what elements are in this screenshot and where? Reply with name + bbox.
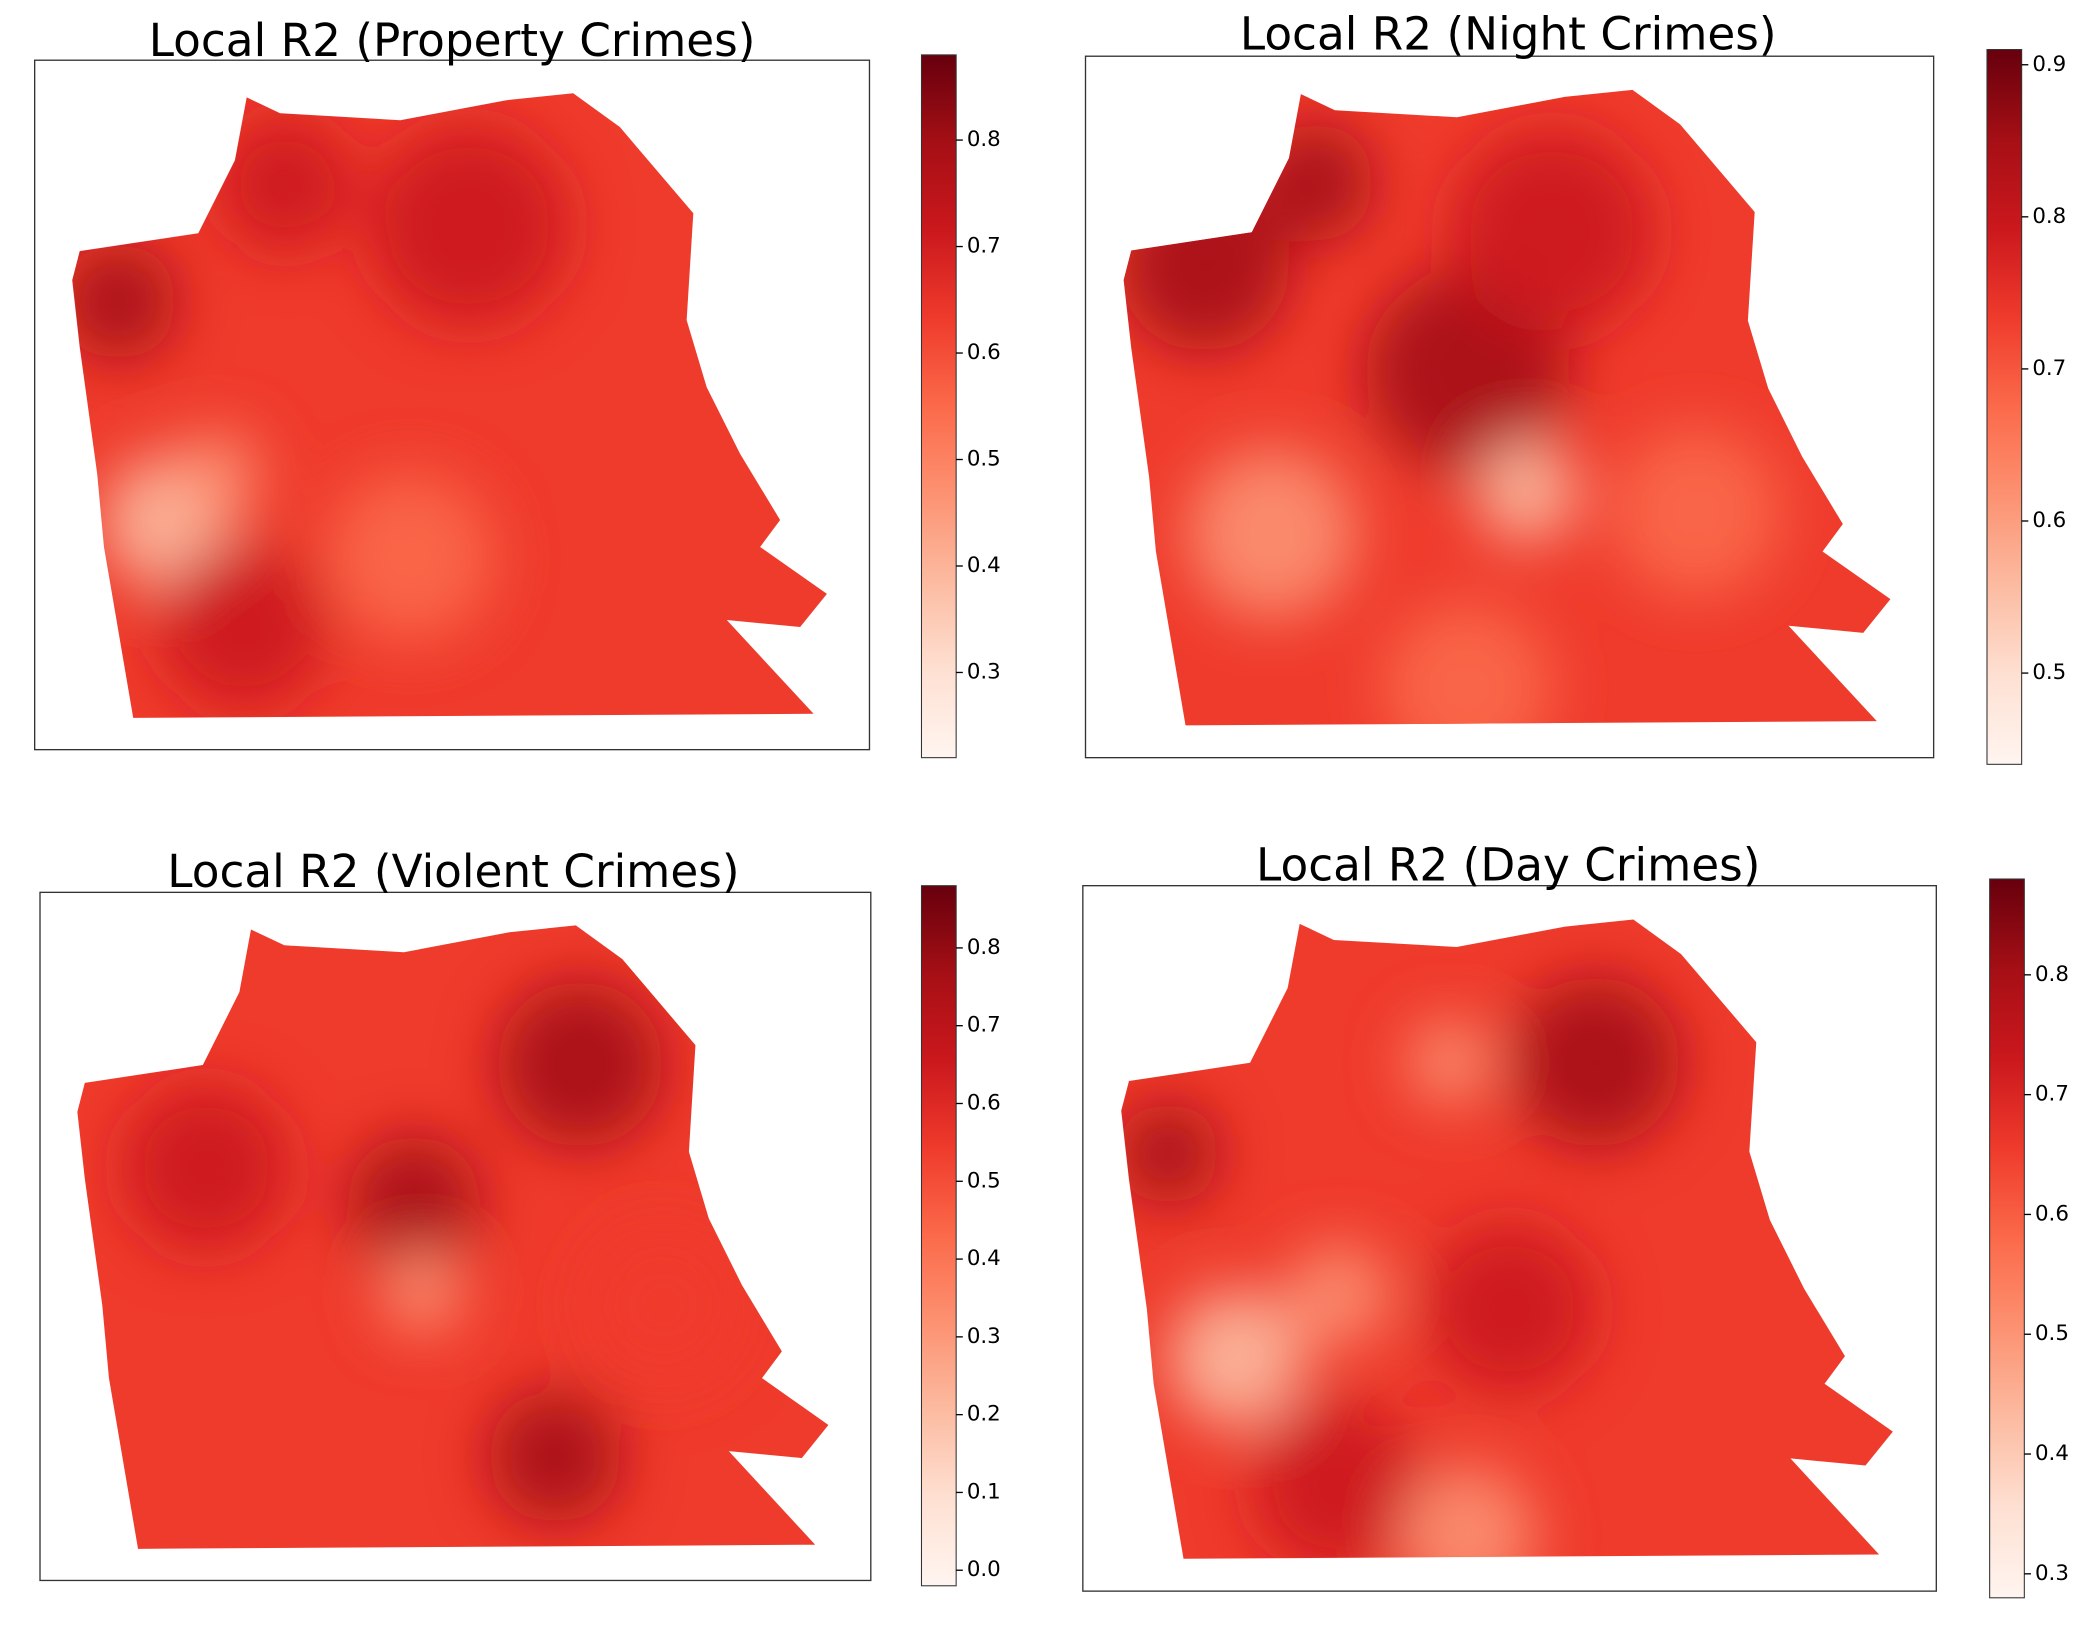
- colorbar-tick-label: 0.3: [967, 659, 1001, 684]
- map-title: Local R2 (Violent Crimes): [167, 845, 739, 898]
- colorbar-tick-label: 0.5: [967, 1168, 1001, 1193]
- colorbar-tick-label: 0.6: [2035, 1201, 2069, 1226]
- surface-blob: [368, 125, 569, 326]
- map-title: Local R2 (Day Crimes): [1256, 838, 1760, 891]
- surface-blob: [1168, 1290, 1305, 1427]
- colorbar-tick-label: 0.6: [967, 340, 1001, 365]
- map-title: Local R2 (Night Crimes): [1240, 8, 1777, 61]
- surface-blob: [1407, 1019, 1493, 1105]
- colorbar-tick-label: 0.4: [967, 1246, 1001, 1271]
- map-panel: Local R2 (Property Crimes) 0.3 0.4 0.5 0.6 0.…: [34, 14, 1001, 759]
- surface-blob: [488, 1390, 622, 1524]
- surface-blob: [1398, 1466, 1536, 1559]
- surface-blob: [1424, 1223, 1595, 1395]
- surface-blob: [1121, 1102, 1220, 1205]
- colorbar-tick-label: 0.5: [2032, 660, 2066, 685]
- surface-blob: [1382, 602, 1552, 726]
- surface-blob: [1475, 440, 1578, 542]
- surface: [72, 117, 569, 710]
- colorbar-tick-label: 0.4: [967, 553, 1001, 578]
- colorbar-tick-label: 0.2: [967, 1402, 1001, 1427]
- colorbar-tick-label: 0.7: [967, 1013, 1001, 1038]
- colorbar: [920, 54, 957, 759]
- surface-blob: [347, 1135, 481, 1269]
- colorbar-tick-label: 0.6: [2032, 508, 2066, 533]
- surface-blob: [176, 432, 261, 516]
- surface-blob: [496, 981, 664, 1148]
- colorbar-tick-label: 0.5: [967, 447, 1001, 472]
- surface-blob: [380, 1249, 464, 1333]
- map-frame: [1082, 885, 1937, 1592]
- map-frame: [1084, 55, 1935, 759]
- colorbar-tick-label: 0.1: [967, 1479, 1001, 1504]
- colorbar-tick-label: 0.9: [2032, 52, 2066, 77]
- colorbar-tick-label: 0.7: [2032, 356, 2066, 381]
- surface-blob: [159, 542, 327, 710]
- surface-blob: [123, 1084, 290, 1251]
- colorbar-tick-label: 0.3: [967, 1324, 1001, 1349]
- colorbar-tick-label: 0.4: [2035, 1441, 2069, 1466]
- surface-blob: [1509, 976, 1681, 1148]
- map-title: Local R2 (Property Crimes): [149, 14, 756, 67]
- surface-blob: [1255, 123, 1374, 242]
- surface: [123, 981, 747, 1524]
- colorbar-tick-label: 0.3: [2035, 1561, 2069, 1586]
- surface-blob: [1253, 1399, 1425, 1559]
- colorbar-tick-label: 0.7: [967, 234, 1001, 259]
- surface-blob: [1123, 181, 1290, 352]
- surface-blob: [218, 117, 352, 252]
- map-frame: [39, 891, 872, 1582]
- surface: [1121, 976, 1681, 1559]
- surface-blob: [1450, 129, 1654, 334]
- surface-blob: [1611, 427, 1781, 597]
- colorbar-tick-label: 0.6: [967, 1090, 1001, 1115]
- colorbar-tick-label: 0.8: [967, 935, 1001, 960]
- surface-blob: [72, 243, 177, 360]
- map-frame: [34, 59, 871, 751]
- map-panel: Local R2 (Night Crimes) 0.5 0.6 0.7 0.8 0.9: [1084, 8, 2066, 765]
- colorbar-tick-label: 0.0: [967, 1557, 1001, 1582]
- map-panel: Local R2 (Violent Crimes) 0.0 0.1 0.2 0.3 0.4…: [39, 845, 1001, 1587]
- colorbar-tick-label: 0.7: [2035, 1082, 2069, 1107]
- colorbar-tick-label: 0.5: [2035, 1321, 2069, 1346]
- colorbar: [1986, 49, 2023, 765]
- surface-blob: [580, 1222, 747, 1389]
- surface-blob: [1287, 1243, 1391, 1347]
- map-panel: Local R2 (Day Crimes) 0.3 0.4 0.5 0.6 0.7 0.8: [1082, 838, 2069, 1599]
- surface-blob: [1187, 448, 1357, 619]
- colorbar-tick-label: 0.8: [2032, 204, 2066, 229]
- colorbar-tick-label: 0.8: [967, 127, 1001, 152]
- colorbar: [920, 885, 957, 1587]
- colorbar: [1989, 878, 2025, 1599]
- colorbar-tick-label: 0.8: [2035, 962, 2069, 987]
- surface-blob: [326, 473, 494, 641]
